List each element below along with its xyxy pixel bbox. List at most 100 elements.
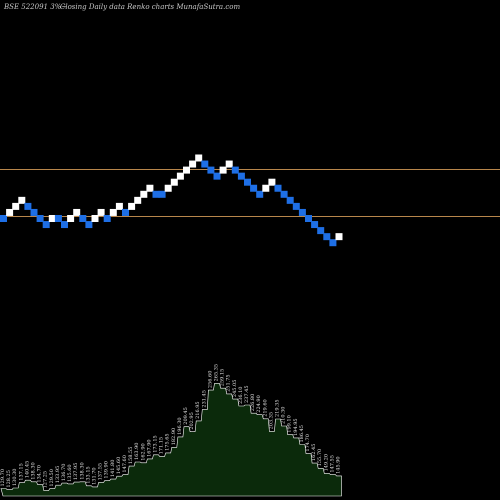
volume-label-12: 137.95 — [73, 463, 79, 481]
brick-4 — [24, 202, 32, 210]
volume-label-38: 245.05 — [232, 380, 238, 398]
volume-label-23: 162.90 — [140, 443, 146, 461]
brick-48 — [292, 202, 300, 210]
volume-label-3: 137.15 — [18, 463, 24, 481]
brick-22 — [134, 196, 142, 204]
brick-12 — [73, 208, 81, 216]
volume-label-31: 202.95 — [189, 412, 195, 430]
brick-53 — [323, 233, 331, 241]
brick-0 — [0, 215, 7, 222]
volume-label-54: 147.55 — [329, 455, 335, 473]
volume-label-18: 141.80 — [110, 460, 116, 478]
brick-16 — [97, 208, 105, 216]
brick-52 — [317, 227, 325, 235]
brick-31 — [189, 160, 197, 168]
volume-area — [0, 383, 342, 497]
volume-label-21: 158.55 — [128, 447, 134, 465]
volume-label-7: 127.25 — [43, 471, 49, 489]
brick-32 — [195, 154, 203, 162]
brick-19 — [115, 202, 123, 210]
brick-49 — [298, 208, 306, 216]
volume-label-0: 129.70 — [0, 469, 6, 487]
volume-label-50: 174.70 — [305, 434, 311, 452]
brick-20 — [122, 208, 129, 216]
volume-label-49: 186.45 — [299, 425, 305, 443]
volume-label-26: 171.15 — [159, 437, 165, 455]
brick-27 — [164, 184, 172, 192]
brick-43 — [262, 184, 270, 192]
volume-label-9: 133.95 — [55, 466, 61, 484]
brick-51 — [311, 221, 319, 229]
volume-label-8: 129.50 — [49, 469, 55, 487]
volume-label-47: 199.10 — [287, 415, 293, 433]
brick-38 — [231, 166, 239, 174]
renko-bricks — [0, 154, 343, 247]
volume-label-17: 139.90 — [104, 461, 110, 479]
volume-label-52: 155.70 — [317, 449, 323, 467]
volume-label-41: 226.80 — [250, 394, 256, 412]
volume-label-32: 216.95 — [195, 401, 201, 419]
brick-28 — [170, 178, 178, 186]
volume-label-20: 147.60 — [122, 455, 128, 473]
brick-2 — [12, 202, 20, 210]
volume-label-22: 163.90 — [134, 443, 140, 461]
volume-label-44: 203.35 — [268, 412, 274, 430]
volume-label-1: 128.25 — [6, 470, 12, 488]
brick-3 — [18, 196, 26, 204]
volume-label-53: 149.20 — [323, 454, 329, 472]
volume-label-25: 173.15 — [153, 435, 159, 453]
volume-label-45: 219.35 — [275, 400, 281, 418]
brick-23 — [140, 190, 148, 198]
volume-label-39: 236.10 — [238, 387, 244, 405]
brick-26 — [158, 190, 166, 198]
volume-label-4: 140.45 — [24, 461, 30, 479]
brick-6 — [36, 215, 44, 222]
volume-label-6: 134.70 — [37, 465, 43, 483]
volume-area-path — [0, 383, 342, 497]
brick-37 — [225, 160, 233, 168]
volume-label-48: 194.95 — [293, 418, 299, 436]
brick-45 — [274, 184, 282, 192]
volume-label-19: 145.60 — [116, 457, 122, 475]
volume-label-42: 224.90 — [256, 395, 262, 413]
brick-17 — [103, 215, 111, 222]
chart-subtitle: Closing Daily data Renko charts MunafaSu… — [60, 3, 240, 11]
brick-50 — [305, 215, 312, 222]
volume-label-2: 130.30 — [12, 469, 18, 487]
brick-54 — [329, 239, 337, 247]
volume-label-27: 175.65 — [165, 433, 171, 451]
brick-25 — [152, 190, 160, 198]
brick-7 — [42, 221, 50, 229]
brick-46 — [280, 190, 288, 198]
volume-label-13: 138.30 — [79, 462, 85, 480]
brick-42 — [256, 190, 264, 198]
brick-14 — [85, 221, 93, 229]
brick-30 — [183, 166, 190, 174]
brick-9 — [54, 215, 62, 222]
brick-13 — [79, 215, 87, 222]
brick-41 — [250, 184, 258, 192]
brick-8 — [48, 215, 56, 222]
volume-label-46: 210.30 — [281, 407, 287, 425]
volume-label-16: 137.55 — [98, 463, 104, 481]
brick-5 — [30, 208, 38, 216]
volume-labels: 129.70 128.25 130.30 137.15 140.45 138.30 134.… — [0, 364, 342, 489]
volume-label-40: 237.45 — [244, 386, 250, 404]
volume-label-51: 162.45 — [311, 444, 317, 462]
brick-18 — [109, 208, 117, 216]
volume-label-10: 136.70 — [61, 464, 67, 482]
brick-24 — [146, 184, 154, 192]
brick-36 — [219, 166, 227, 174]
brick-1 — [6, 208, 14, 216]
volume-label-5: 138.30 — [31, 462, 37, 480]
brick-44 — [268, 178, 276, 186]
volume-label-33: 231.45 — [201, 390, 207, 408]
volume-label-55: 145.90 — [336, 456, 342, 474]
brick-29 — [176, 172, 184, 180]
chart-title: BSE 522091 3%~ — [3, 3, 67, 11]
volume-label-34: 256.60 — [207, 371, 213, 389]
brick-15 — [91, 215, 99, 222]
volume-label-28: 182.90 — [171, 428, 177, 446]
brick-47 — [286, 196, 294, 204]
volume-label-35: 265.35 — [214, 364, 220, 382]
